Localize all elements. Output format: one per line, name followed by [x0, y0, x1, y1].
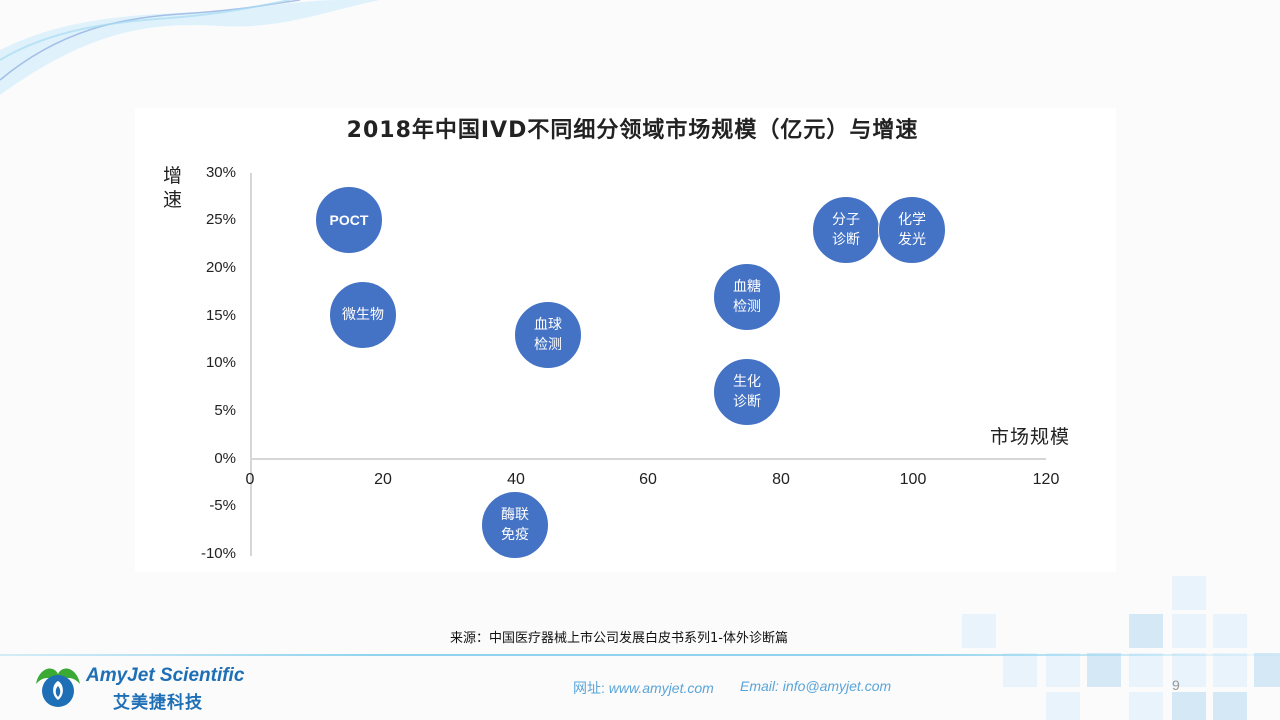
amyjet-logo-icon: [36, 668, 80, 707]
dna-tile-icon: [1087, 653, 1121, 687]
bubble-label: 分子诊断: [832, 212, 860, 248]
blank-tile: [1172, 614, 1206, 648]
brand-name-cn: 艾美捷科技: [113, 693, 203, 713]
antibody-tile-icon: [1172, 653, 1206, 687]
x-axis-line: [250, 458, 1046, 460]
x-tick: 0: [245, 471, 255, 488]
x-tick: 100: [899, 471, 927, 488]
x-axis-label: 市场规模: [990, 426, 1071, 448]
y-tick: -5%: [209, 497, 236, 514]
protein-tile-icon: [1172, 692, 1206, 720]
dna-tile-icon: [1254, 653, 1280, 687]
bubble-label: 微生物: [342, 307, 384, 323]
brand-name-en: AmyJet Scientific: [86, 665, 245, 686]
email-link[interactable]: info@amyjet.com: [782, 678, 892, 694]
y-tick: 15%: [205, 307, 236, 324]
x-tick: 80: [772, 471, 790, 488]
antibody-tile-icon: [1213, 692, 1247, 720]
chart-title: 2018年中国IVD不同细分领域市场规模（亿元）与增速: [346, 118, 919, 143]
y-tick: 10%: [205, 354, 236, 371]
bubble-elisa: 酶联免疫: [481, 491, 549, 559]
chart-panel: [135, 108, 1116, 572]
bubble-label: 生化诊断: [733, 374, 761, 410]
email-label: Email:: [740, 678, 783, 694]
molecule-tile-icon: [1213, 653, 1247, 687]
x-tick: 20: [374, 471, 392, 488]
y-tick: -10%: [200, 545, 236, 562]
molecule-tile-icon: [1172, 576, 1206, 610]
bubble-label: 血糖检测: [733, 279, 761, 315]
bubble-label: 化学发光: [898, 212, 926, 248]
blank-tile: [1129, 653, 1163, 687]
x-tick: 120: [1032, 471, 1060, 488]
molecule-tile-icon: [1129, 614, 1163, 648]
bubble-poct: POCT: [315, 186, 383, 254]
y-tick: 20%: [205, 259, 236, 276]
bubble-biochemistry: 生化诊断: [713, 358, 781, 426]
y-axis-line: [250, 173, 252, 556]
y-tick: 30%: [205, 164, 236, 181]
source-note: 来源：中国医疗器械上市公司发展白皮书系列1-体外诊断篇: [450, 631, 788, 646]
footer-divider: [0, 654, 1280, 656]
email-contact: Email: info@amyjet.com: [740, 678, 891, 694]
y-axis-label: 增速: [163, 165, 183, 211]
bubble-chemiluminescence: 化学发光: [878, 196, 946, 264]
protein-tile-icon: [1046, 692, 1080, 720]
y-tick: 0%: [214, 450, 236, 467]
molecule-tile-icon: [1129, 692, 1163, 720]
x-tick: 60: [639, 471, 657, 488]
bubble-label: POCT: [329, 212, 369, 228]
bubble-label: 血球检测: [534, 317, 562, 353]
bubble-label: 酶联免疫: [501, 507, 529, 543]
y-tick: 5%: [214, 402, 236, 419]
decorative-wave: [0, 0, 380, 95]
website-contact: 网址: www.amyjet.com: [573, 678, 714, 698]
website-link[interactable]: www.amyjet.com: [608, 680, 714, 696]
blank-tile: [1046, 653, 1080, 687]
y-tick: 25%: [205, 211, 236, 228]
dna-tile-icon: [962, 614, 996, 648]
protein-tile-icon: [1213, 614, 1247, 648]
bubble-microbiology: 微生物: [329, 281, 397, 349]
website-label: 网址:: [573, 680, 609, 696]
bubble-blood-glucose: 血糖检测: [713, 263, 781, 331]
bubble-molecular: 分子诊断: [812, 196, 880, 264]
antibody-tile-icon: [1003, 653, 1037, 687]
x-tick: 40: [507, 471, 525, 488]
bubble-blood-cell: 血球检测: [514, 301, 582, 369]
page-number: 9: [1172, 677, 1180, 693]
